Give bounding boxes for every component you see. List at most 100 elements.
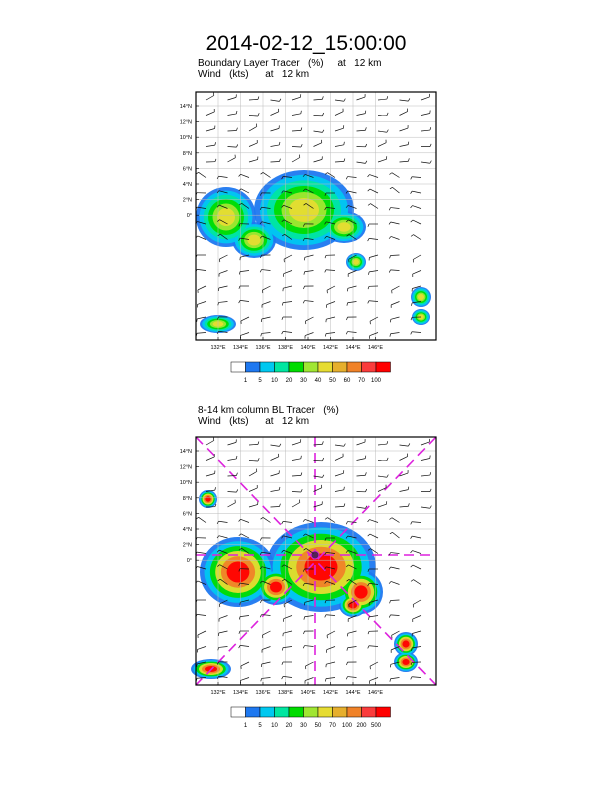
wind-barb (283, 535, 293, 539)
wind-barb (326, 207, 336, 209)
wind-barb (313, 475, 323, 478)
wind-barb-flag (259, 566, 263, 570)
wind-barb-flag (365, 488, 368, 492)
wind-barb-flag (367, 583, 370, 587)
wind-barb-flag (343, 503, 346, 507)
colorbar-label: 70 (329, 723, 336, 729)
wind-barb-flag (388, 552, 391, 556)
wind-barb (248, 471, 257, 477)
wind-barb (412, 219, 422, 225)
wind-barb-flag (281, 550, 284, 553)
wind-barb (304, 615, 314, 618)
wind-barb (261, 566, 271, 570)
wind-barb (240, 599, 250, 603)
wind-barb (399, 472, 409, 477)
wind-barb (197, 566, 207, 570)
tracer-contour (226, 561, 250, 583)
wind-barb (283, 676, 293, 678)
panel1-map: 14°N 12°N 10°N 8°N 6°N 4°N 2°N 0° 132°E 134°E 136°… (180, 91, 437, 384)
colorbar-swatch (259, 361, 275, 373)
wind-barb (305, 188, 314, 194)
wind-barb (390, 677, 400, 680)
wind-barb (283, 599, 293, 605)
wind-barb (240, 173, 250, 178)
wind-barb (334, 456, 344, 461)
lon-tick-label: 142°E (323, 345, 338, 351)
wind-barb-flag (386, 457, 389, 461)
colorbar-swatch (375, 361, 391, 373)
wind-barb-flag (236, 110, 238, 115)
wind-barb (390, 661, 400, 665)
wind-barb (262, 630, 271, 636)
wind-barb (412, 615, 422, 620)
wind-barb (270, 144, 280, 147)
wind-barb (197, 235, 207, 240)
wind-barb (413, 254, 422, 260)
wind-barb-flag (257, 96, 260, 100)
wind-barb-flag (303, 616, 305, 620)
tracer-contour (289, 198, 319, 222)
wind-barb (205, 128, 215, 132)
wind-barb (334, 111, 344, 116)
wind-barb (347, 535, 357, 539)
wind-barb (284, 234, 293, 240)
wind-barb (218, 330, 228, 333)
wind-barb (248, 159, 258, 163)
wind-barb-flag (238, 645, 241, 649)
wind-barb (283, 219, 293, 225)
wind-barb (283, 270, 293, 275)
wind-barb-flag (408, 443, 411, 447)
wind-barb (262, 285, 271, 291)
wind-barb-flag (303, 286, 305, 290)
wind-barb-flag (343, 443, 346, 447)
wind-barb (369, 661, 379, 667)
wind-barb (240, 582, 250, 585)
wind-barb (377, 142, 387, 147)
wind-barb (347, 676, 357, 678)
colorbar-swatch (303, 361, 319, 373)
wind-barb (369, 332, 379, 337)
wind-barb-flag (429, 143, 432, 147)
lon-tick-label: 136°E (255, 345, 270, 351)
wind-barb-flag (281, 661, 284, 665)
wind-barb (248, 142, 258, 147)
wind-barb (412, 205, 422, 209)
wind-barb-flag (238, 582, 241, 586)
wind-barb-flag (367, 238, 370, 242)
wind-barb (313, 98, 323, 101)
lat-tick-label: 8°N (183, 151, 192, 157)
wind-barb (283, 630, 293, 634)
colorbar-label: 10 (271, 378, 278, 384)
wind-barb-flag (410, 219, 414, 223)
wind-barb-flag (343, 158, 346, 162)
wind-barb-flag (388, 581, 392, 584)
wind-barb-flag (257, 113, 260, 117)
colorbar-swatch (346, 706, 362, 718)
wind-barb (240, 677, 250, 681)
wind-barb (356, 129, 366, 132)
wind-barb (413, 234, 422, 240)
wind-barb (304, 300, 314, 302)
wind-barb-flag (386, 474, 389, 478)
wind-barb (283, 301, 293, 303)
wind-barb-flag (408, 158, 410, 162)
wind-barb-flag (365, 143, 368, 147)
colorbar-swatch (361, 361, 377, 373)
wind-barb-flag (386, 96, 389, 100)
wind-barb (304, 677, 314, 681)
wind-barb (261, 221, 271, 225)
wind-barb (227, 458, 237, 461)
wind-barb (348, 254, 357, 260)
wind-barb-flag (260, 333, 262, 337)
wind-barb-flag (367, 568, 370, 572)
wind-barb (326, 552, 336, 554)
wind-barb (326, 301, 336, 306)
wind-barb (261, 677, 271, 679)
wind-barb-flag (324, 255, 327, 259)
wind-barb-flag (260, 517, 264, 520)
wind-barb-flag (322, 96, 324, 100)
wind-barb (390, 236, 400, 240)
wind-barb (377, 503, 387, 508)
wind-barb-flag (238, 300, 241, 304)
wind-barb (283, 646, 293, 648)
